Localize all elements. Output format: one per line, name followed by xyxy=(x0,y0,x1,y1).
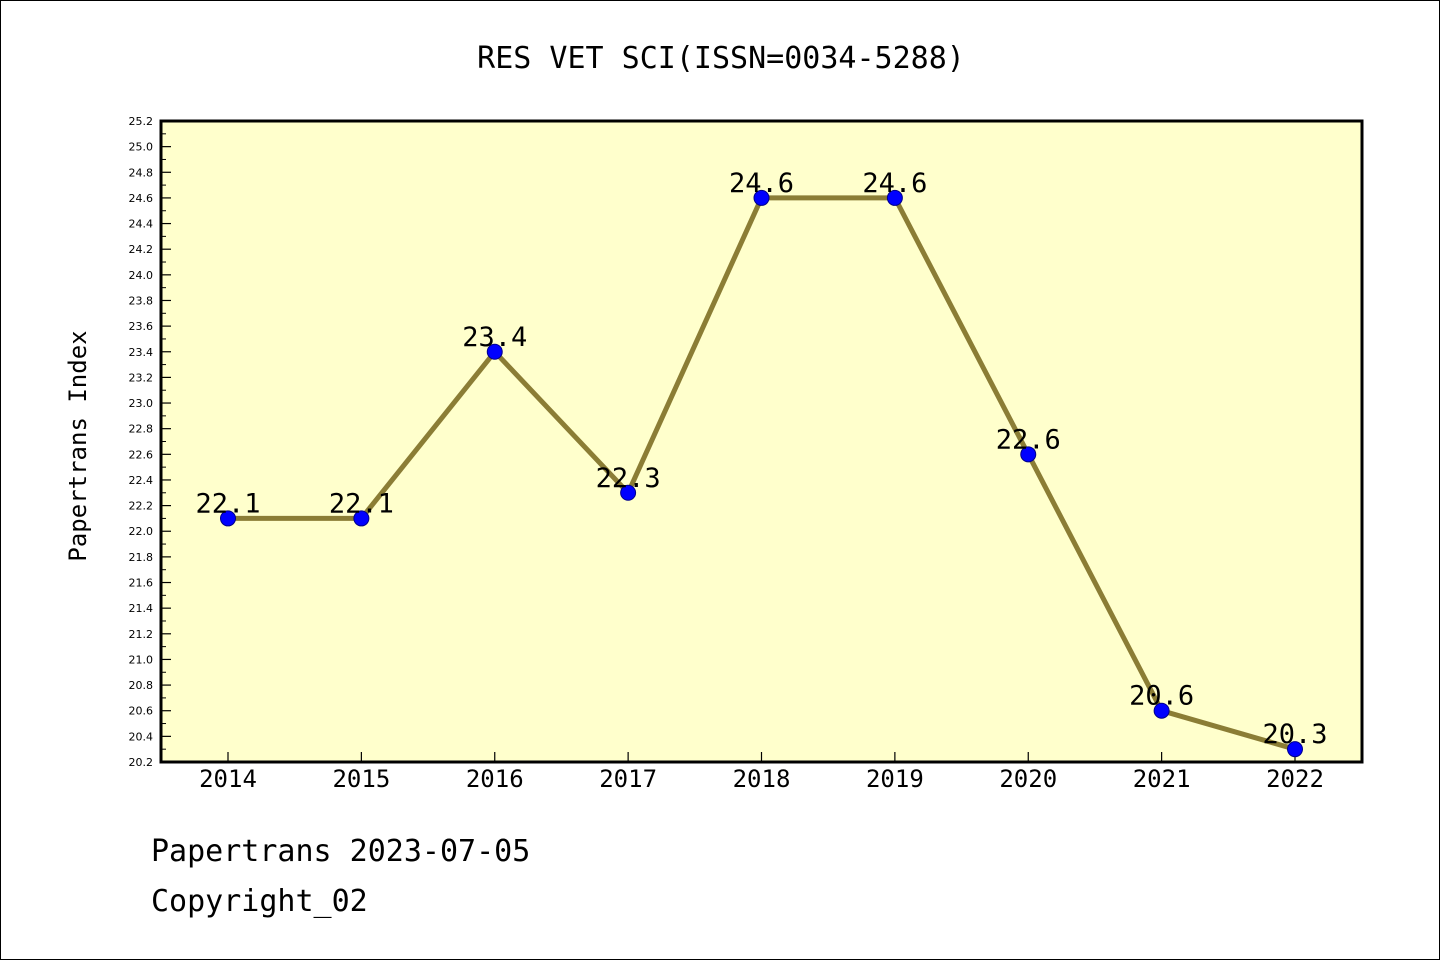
y-tick-label: 22.4 xyxy=(129,474,154,487)
y-tick-label: 21.6 xyxy=(129,577,154,590)
y-tick-label: 23.8 xyxy=(129,294,154,307)
data-point-marker xyxy=(353,510,370,527)
x-tick-label: 2018 xyxy=(733,765,791,793)
y-tick-label: 22.6 xyxy=(129,448,154,461)
x-tick-label: 2021 xyxy=(1133,765,1191,793)
data-label: 23.4 xyxy=(462,322,527,353)
data-label: 22.3 xyxy=(596,463,661,494)
chart-title: RES VET SCI(ISSN=0034-5288) xyxy=(477,41,965,76)
data-point-marker xyxy=(1020,446,1037,463)
y-tick-label: 21.4 xyxy=(129,602,154,615)
y-tick-label: 24.8 xyxy=(129,166,154,179)
y-tick-label: 21.2 xyxy=(129,628,154,641)
y-tick-label: 22.8 xyxy=(129,423,154,436)
y-tick-label: 25.0 xyxy=(129,141,154,154)
data-label: 24.6 xyxy=(729,168,794,199)
plot-area xyxy=(161,121,1362,762)
y-tick-label: 21.0 xyxy=(129,653,154,666)
x-tick-label: 2016 xyxy=(466,765,524,793)
y-tick-label: 23.0 xyxy=(129,397,154,410)
y-tick-label: 23.2 xyxy=(129,371,154,384)
data-point-marker xyxy=(886,189,903,206)
y-tick-label: 20.8 xyxy=(129,679,154,692)
data-label: 22.1 xyxy=(329,488,394,519)
y-tick-label: 24.2 xyxy=(129,243,154,256)
x-tick-label: 2020 xyxy=(999,765,1057,793)
x-tick-label: 2019 xyxy=(866,765,924,793)
y-tick-label: 24.4 xyxy=(129,218,154,231)
y-tick-label: 24.6 xyxy=(129,192,154,205)
x-tick-label: 2015 xyxy=(332,765,390,793)
y-tick-label: 23.4 xyxy=(129,346,154,359)
x-tick-label: 2022 xyxy=(1266,765,1324,793)
data-point-marker xyxy=(486,343,503,360)
data-label: 20.6 xyxy=(1129,681,1194,712)
y-tick-label: 20.4 xyxy=(129,730,154,743)
data-label: 22.1 xyxy=(195,488,260,519)
y-tick-label: 23.6 xyxy=(129,320,154,333)
y-tick-label: 20.2 xyxy=(129,756,154,769)
x-tick-label: 2014 xyxy=(199,765,257,793)
x-tick-label: 2017 xyxy=(599,765,657,793)
data-point-marker xyxy=(1153,702,1170,719)
y-tick-label: 24.0 xyxy=(129,269,154,282)
y-axis-label: Papertrans Index xyxy=(64,330,92,561)
y-tick-label: 22.2 xyxy=(129,500,154,513)
footer-copyright-text: Copyright_02 xyxy=(151,884,368,919)
y-tick-label: 22.0 xyxy=(129,525,154,538)
y-tick-label: 25.2 xyxy=(129,115,154,128)
data-point-marker xyxy=(753,189,770,206)
y-tick-label: 20.6 xyxy=(129,705,154,718)
data-point-marker xyxy=(1287,741,1303,758)
plot-border xyxy=(159,119,1364,764)
data-label: 22.6 xyxy=(996,424,1061,455)
data-label: 20.3 xyxy=(1262,719,1327,750)
data-point-marker xyxy=(620,484,637,501)
footer-date-text: Papertrans 2023-07-05 xyxy=(151,834,531,869)
data-label: 24.6 xyxy=(862,168,927,199)
data-point-marker xyxy=(220,510,236,527)
y-tick-label: 21.8 xyxy=(129,551,154,564)
